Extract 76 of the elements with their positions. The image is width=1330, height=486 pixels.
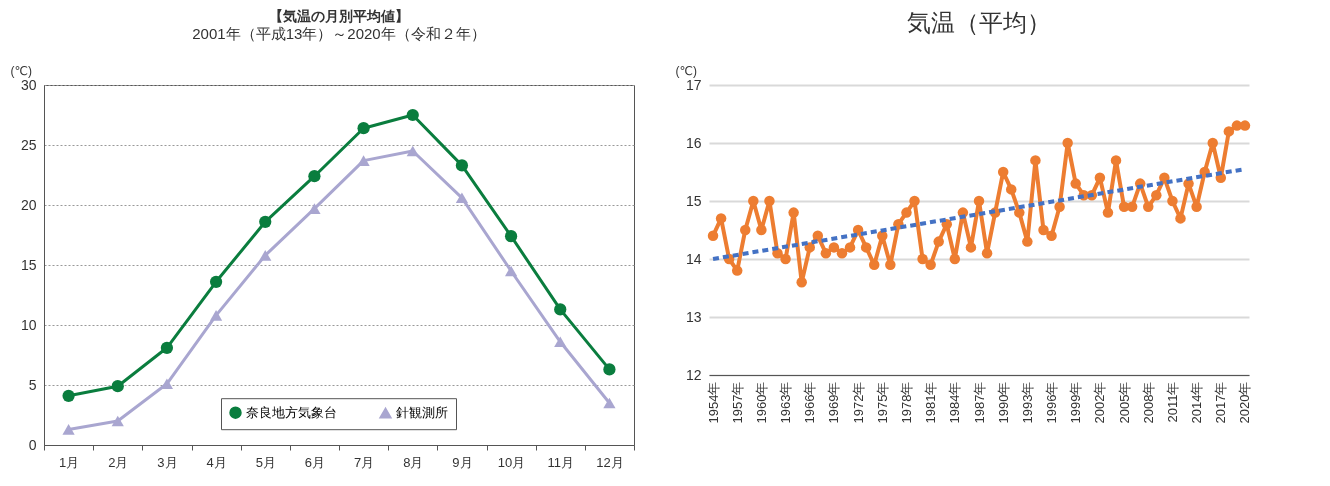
point <box>554 336 567 348</box>
point <box>455 192 469 204</box>
x-tick-label: 9月 <box>452 454 473 470</box>
point <box>357 122 370 135</box>
point <box>209 310 223 321</box>
x-tick-label: 1972年 <box>850 381 866 424</box>
point <box>111 380 124 393</box>
x-tick-label: 2002年 <box>1092 381 1108 424</box>
x-tick-label: 1966年 <box>802 381 818 424</box>
x-tick-label: 10月 <box>497 454 526 470</box>
chart-subtitle: 2001年（平成13年）～2020年（令和２年） <box>192 25 486 42</box>
x-tick-label: 12月 <box>596 454 624 470</box>
x-tick-label: 2017年 <box>1213 381 1229 424</box>
x-tick-label: 1978年 <box>898 381 914 424</box>
point <box>603 363 616 376</box>
y-tick-label: 0 <box>28 436 37 453</box>
point <box>504 265 518 277</box>
point <box>259 215 272 228</box>
x-tick-label: 1999年 <box>1068 381 1084 424</box>
point <box>160 341 174 354</box>
x-tick-label: 1960年 <box>753 381 769 424</box>
point <box>504 230 518 243</box>
x-tick-label: 1984年 <box>947 381 963 424</box>
x-tick-label: 2011年 <box>1164 381 1180 423</box>
x-tick-label: 4月 <box>206 454 227 470</box>
point <box>62 424 75 435</box>
x-tick-label: 1969年 <box>826 381 842 424</box>
x-tick-label: 2020年 <box>1237 381 1253 424</box>
point <box>406 108 419 122</box>
point <box>308 203 321 214</box>
point <box>259 250 272 261</box>
x-tick-label: 2月 <box>108 454 129 470</box>
point <box>455 159 469 172</box>
x-tick-label: 2014年 <box>1189 381 1205 424</box>
point <box>160 378 174 390</box>
y-axis-title: (℃) <box>10 63 32 78</box>
x-tick-label: 1996年 <box>1044 381 1060 424</box>
x-tick-label: 1954年 <box>705 381 721 424</box>
x-tick-label: 5月 <box>255 454 276 470</box>
x-tick-label: 7月 <box>353 454 375 470</box>
x-tick-label: 3月 <box>157 454 178 470</box>
x-tick-label: 1963年 <box>778 381 794 424</box>
y-tick-label: 15 <box>20 256 37 273</box>
x-tick-label: 1993年 <box>1019 381 1035 424</box>
y-tick-label: 12 <box>685 366 702 383</box>
legend-label: 奈良地方気象台 <box>246 404 337 420</box>
y-tick-label: 25 <box>20 136 37 153</box>
point <box>554 303 567 316</box>
y-tick-label: 16 <box>685 134 702 151</box>
point <box>406 145 419 157</box>
x-tick-label: 1987年 <box>971 381 987 424</box>
y-tick-label: 13 <box>685 308 702 325</box>
y-axis-title: (℃) <box>675 63 697 78</box>
x-tick-label: 1957年 <box>729 381 745 424</box>
x-tick-label: 11月 <box>547 454 574 470</box>
chart-title: 【気温の月別平均値】 <box>269 8 409 24</box>
y-tick-label: 15 <box>685 192 702 209</box>
point <box>62 389 75 402</box>
x-tick-label: 1月 <box>58 454 80 470</box>
point <box>209 275 223 288</box>
legend-label: 針観測所 <box>396 405 448 421</box>
x-tick-label: 1990年 <box>995 381 1011 424</box>
y-tick-label: 5 <box>28 376 37 393</box>
x-tick-label: 8月 <box>403 454 424 470</box>
point <box>308 170 321 183</box>
x-tick-label: 6月 <box>304 454 326 470</box>
y-tick-label: 20 <box>20 196 37 213</box>
x-tick-label: 2005年 <box>1116 381 1132 424</box>
x-tick-label: 1981年 <box>923 381 939 424</box>
x-tick-label: 2008年 <box>1140 381 1156 424</box>
y-tick-label: 14 <box>685 250 702 267</box>
y-tick-label: 10 <box>20 316 37 333</box>
chart-title: 気温（平均） <box>907 9 1051 36</box>
x-tick-label: 1975年 <box>874 381 890 424</box>
point <box>111 415 124 427</box>
point <box>603 397 616 409</box>
